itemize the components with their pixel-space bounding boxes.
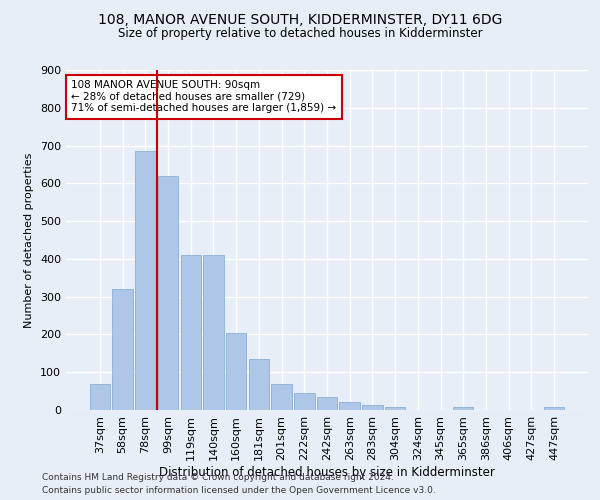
- Bar: [90, 384, 110, 410]
- Bar: [544, 407, 564, 410]
- Bar: [362, 406, 383, 410]
- Bar: [226, 332, 247, 410]
- X-axis label: Distribution of detached houses by size in Kidderminster: Distribution of detached houses by size …: [159, 466, 495, 478]
- Text: Contains public sector information licensed under the Open Government Licence v3: Contains public sector information licen…: [42, 486, 436, 495]
- Bar: [453, 407, 473, 410]
- Bar: [181, 255, 201, 410]
- Text: 108, MANOR AVENUE SOUTH, KIDDERMINSTER, DY11 6DG: 108, MANOR AVENUE SOUTH, KIDDERMINSTER, …: [98, 12, 502, 26]
- Text: 108 MANOR AVENUE SOUTH: 90sqm
← 28% of detached houses are smaller (729)
71% of : 108 MANOR AVENUE SOUTH: 90sqm ← 28% of d…: [71, 80, 337, 114]
- Bar: [340, 402, 360, 410]
- Bar: [112, 289, 133, 410]
- Text: Size of property relative to detached houses in Kidderminster: Size of property relative to detached ho…: [118, 28, 482, 40]
- Text: Contains HM Land Registry data © Crown copyright and database right 2024.: Contains HM Land Registry data © Crown c…: [42, 474, 394, 482]
- Bar: [294, 393, 314, 410]
- Bar: [248, 359, 269, 410]
- Bar: [203, 255, 224, 410]
- Bar: [135, 151, 155, 410]
- Bar: [158, 176, 178, 410]
- Bar: [385, 407, 406, 410]
- Bar: [271, 384, 292, 410]
- Y-axis label: Number of detached properties: Number of detached properties: [25, 152, 34, 328]
- Bar: [317, 397, 337, 410]
